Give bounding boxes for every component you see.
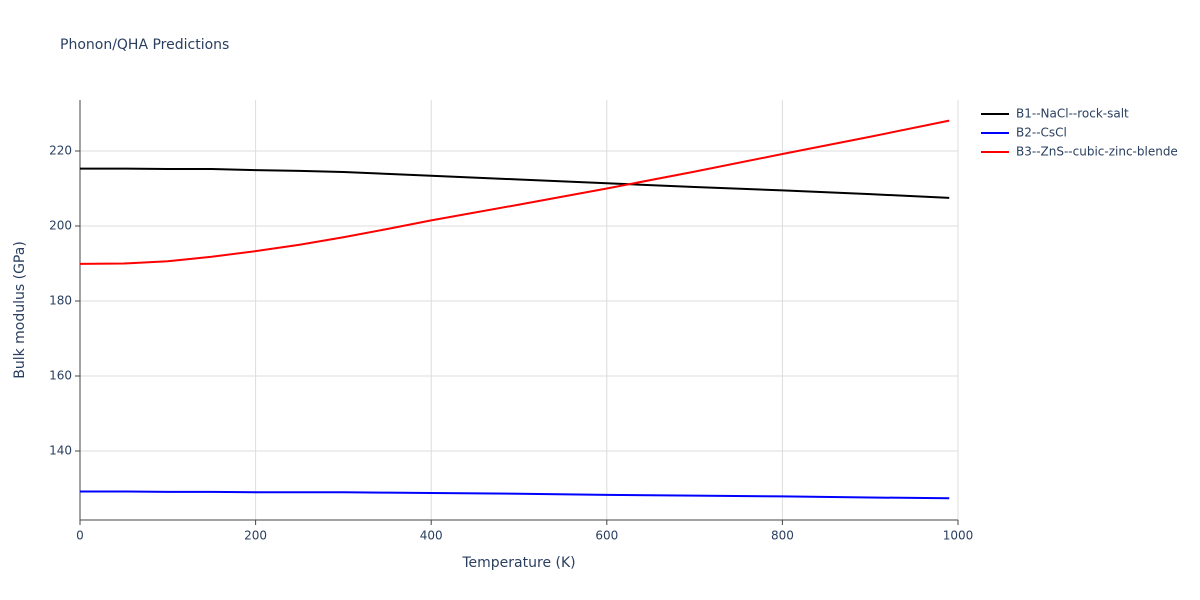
- y-axis-title: Bulk modulus (GPa): [12, 241, 28, 379]
- series-line: [79, 119, 950, 265]
- x-tick-label: 200: [244, 529, 267, 543]
- y-tick-label: 200: [49, 219, 72, 233]
- legend-label: B2--CsCl: [1016, 126, 1067, 140]
- y-tick-label: 180: [49, 294, 72, 308]
- legend-label: B1--NaCl--rock-salt: [1016, 107, 1129, 121]
- y-tick-label: 220: [49, 144, 72, 158]
- x-tick-label: 800: [771, 529, 794, 543]
- x-tick-label: 600: [595, 529, 618, 543]
- chart-title: Phonon/QHA Predictions: [60, 37, 229, 53]
- y-tick-label: 140: [49, 444, 72, 458]
- series-line: [80, 167, 950, 199]
- x-tick-label: 0: [76, 529, 84, 543]
- x-tick-label: 1000: [943, 529, 974, 543]
- x-tick-label: 400: [420, 529, 443, 543]
- legend-label: B3--ZnS--cubic-zinc-blende: [1016, 145, 1178, 159]
- x-axis-title: Temperature (K): [461, 555, 575, 571]
- series-line: [80, 490, 950, 500]
- y-tick-label: 160: [49, 369, 72, 383]
